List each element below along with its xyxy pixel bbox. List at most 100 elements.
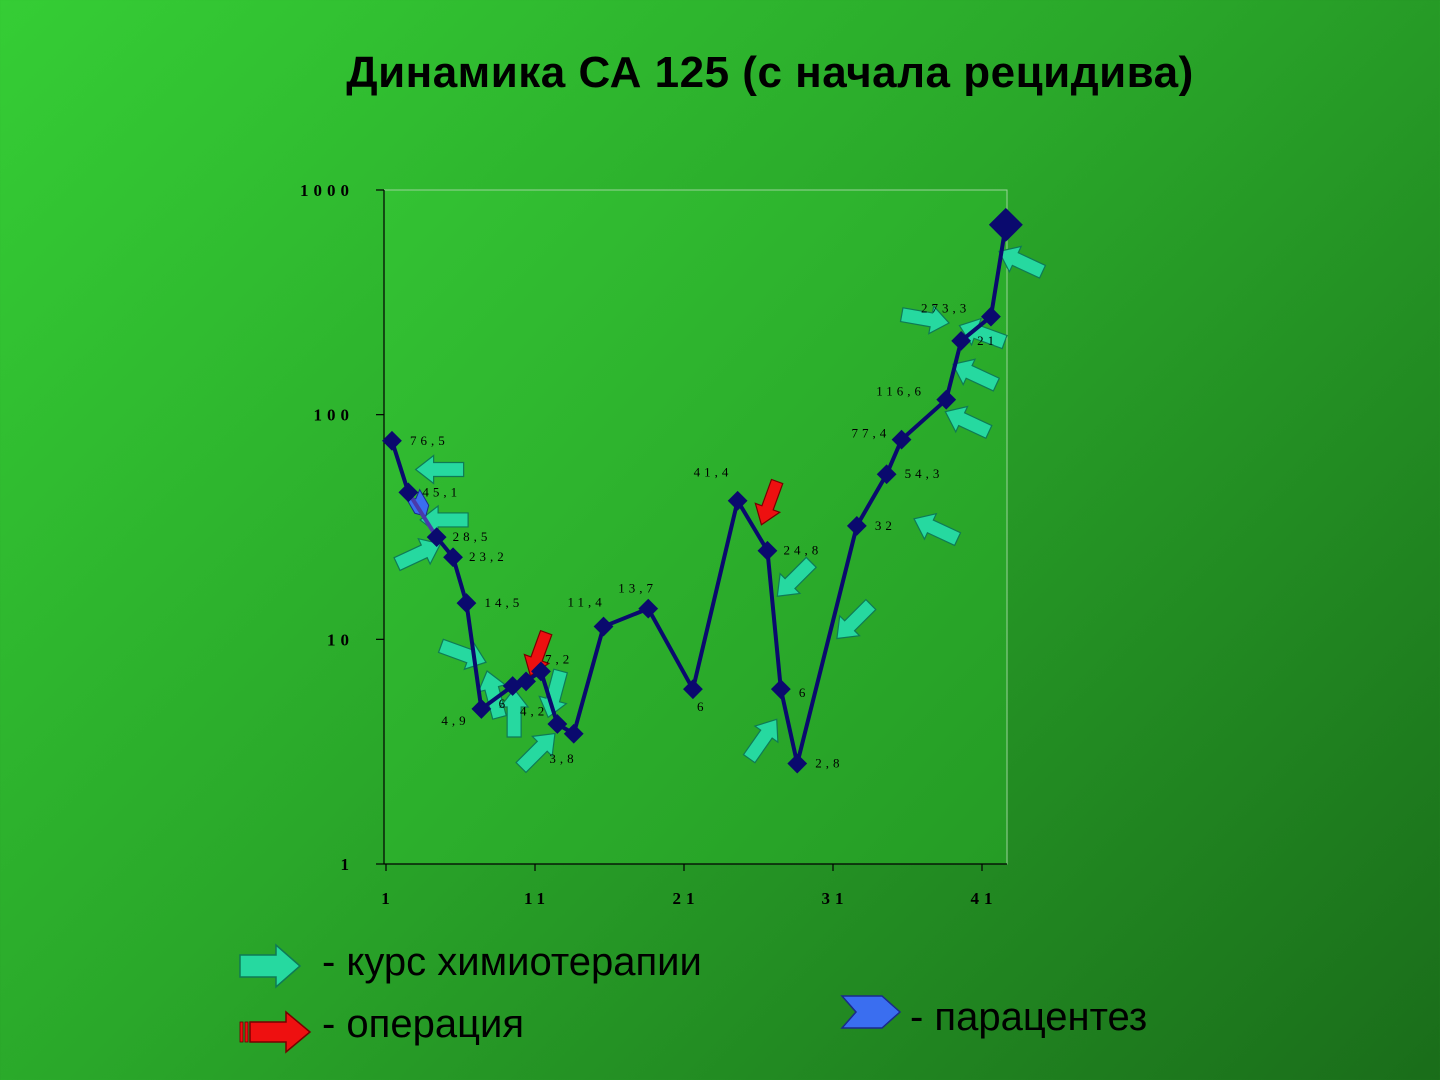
chemo-arrow-marker [515,732,556,774]
data-label: 28,5 [453,529,492,544]
operation-arrow-marker [754,478,784,526]
series-line-segment [765,548,783,692]
data-label: 13,7 [618,581,657,596]
y-tick-label: 100 [314,406,355,425]
x-tick-label: 1 [381,889,395,908]
series-line-segment [778,687,800,766]
data-label: 7,2 [545,651,573,666]
data-point [471,699,492,719]
x-tick-label: 11 [524,889,550,908]
data-label: 6 [499,696,510,711]
data-point [988,207,1023,242]
data-point [547,714,568,734]
y-tick-label: 1000 [300,181,354,200]
series-line-segment [464,601,484,711]
data-point [638,598,659,619]
data-point [727,490,748,511]
series-line-segment [646,606,695,692]
data-point [516,671,536,692]
data-label: 6 [799,685,810,700]
y-tick-label: 1 [341,855,355,874]
data-point [563,723,584,744]
data-point [891,429,912,450]
data-label: 14,5 [484,595,523,610]
chemo-arrow-marker [742,718,779,764]
legend-operation-label: - операция [322,1002,524,1046]
data-label: 3,8 [549,751,577,766]
data-label: 4,2 [520,703,548,718]
x-tick-label: 41 [971,889,998,908]
data-point [876,464,897,485]
series-line-segment [944,338,964,402]
data-point [936,389,957,410]
y-tick-label: 10 [327,630,354,649]
legend: - курс химиотерапии - операция - парацен… [239,940,1147,1054]
data-label: 41,4 [694,465,733,480]
data-point [846,515,867,536]
data-label: 116,6 [876,384,925,399]
data-point [683,679,703,700]
data-label: 273,3 [921,301,970,316]
chemo-arrow-marker [538,668,569,719]
data-label: 77,4 [852,426,891,441]
data-point [981,306,1001,327]
plot-area [383,189,1008,865]
chemo-arrow-marker [477,670,507,720]
series-line-segment [795,523,859,766]
series-line-segment [690,498,740,692]
series-layer [382,207,1023,774]
chemo-arrow-marker [951,358,1001,392]
data-label: 4,9 [441,713,469,728]
data-point [398,482,419,503]
data-labels: 76,5 45,1 28,5 23,2 14,5 4,9 6 4,2 7,2 3,8 11,4 13,… [410,301,998,771]
data-point [382,430,402,451]
data-label: 76,5 [410,433,449,448]
data-label: 24,8 [783,543,822,558]
chemo-arrow-marker [393,537,442,572]
chemo-arrow-marker [958,317,1008,350]
x-tick-label: 31 [822,889,849,908]
data-point [593,616,614,637]
data-point [787,753,808,774]
data-point [951,330,972,351]
series-line-segment [988,222,1008,319]
data-point [770,679,791,700]
data-label: 32 [875,518,896,533]
data-label: 21 [977,333,998,348]
data-label: 54,3 [905,466,944,481]
series-line-segment [571,624,606,736]
data-label: 23,2 [469,549,508,564]
chemo-arrow-marker [998,245,1047,279]
chemo-arrow-marker [899,304,950,335]
series-line-segment [538,669,560,726]
chemo-arrow-marker [944,405,993,440]
series-line-segment [389,438,411,495]
series-line-segment [854,472,889,528]
series-line-segment [899,397,949,442]
data-point [456,593,477,613]
legend-chemo-icon [239,943,302,989]
data-label: 45,1 [422,484,461,499]
data-label: 2,8 [815,756,843,771]
legend-operation-icon [239,1010,312,1054]
chemo-arrow-marker [836,598,877,640]
data-label: 11,4 [568,595,606,610]
series-line-segment [406,490,439,540]
data-label: 6 [697,699,708,714]
chemo-arrow-marker [776,556,818,597]
chemo-arrow-marker [498,688,530,738]
legend-paracentesis-icon [840,995,902,1029]
chemo-arrow-marker [414,454,465,485]
legend-paracentesis-label: - парацентез [910,995,1147,1039]
data-point [426,527,447,548]
data-point [531,661,551,682]
series-line-segment [735,498,770,553]
legend-chemo-label: - курс химиотерапии [322,940,702,984]
operation-arrow-marker [523,629,553,677]
chemo-arrow-marker [913,512,962,547]
chart-title: Динамика СА 125 (с начала рецидива) [346,48,1194,97]
x-tick-label: 21 [673,889,700,908]
series-line-segment [601,606,651,629]
